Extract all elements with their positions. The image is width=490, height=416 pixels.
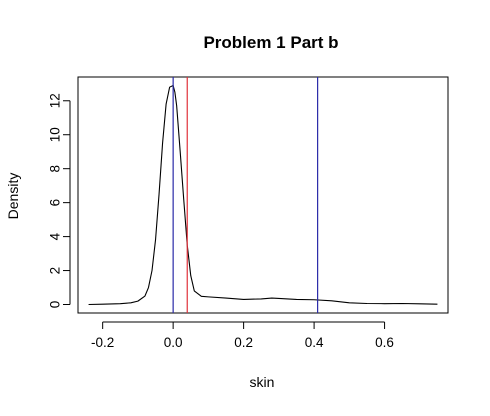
y-axis: 0 2 4 6 8 10 12 [48,93,71,308]
y-axis-label: Density [5,173,21,220]
x-axis-label: skin [250,374,275,390]
x-tick-label: 0.6 [375,335,394,350]
x-tick-label: 0.0 [164,335,183,350]
x-tick-label: -0.2 [91,335,114,350]
density-curve [88,84,438,306]
y-tick-label: 4 [48,232,63,240]
y-tick-label: 10 [48,127,63,142]
x-tick-label: 0.2 [234,335,253,350]
plot-area [88,77,438,313]
y-tick-label: 8 [48,165,63,173]
x-axis: -0.2 0.0 0.2 0.4 0.6 [91,321,394,350]
chart-title: Problem 1 Part b [203,33,338,52]
y-tick-label: 12 [48,93,63,108]
plot-frame [77,76,449,314]
y-tick-label: 0 [48,301,63,309]
y-tick-label: 2 [48,267,63,275]
x-tick-label: 0.4 [305,335,324,350]
y-tick-label: 6 [48,199,63,207]
